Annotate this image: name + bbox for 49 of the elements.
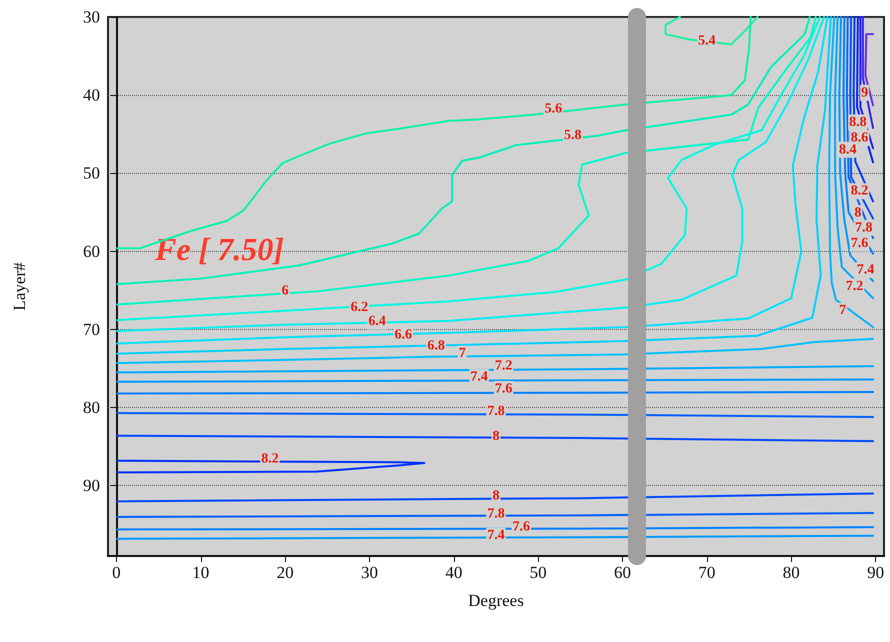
annotation: 9	[861, 85, 868, 100]
annotation: 8	[492, 428, 500, 444]
annotation: 5.6	[544, 102, 562, 117]
annotation: 7.4	[856, 262, 874, 278]
y-tick-label: 40	[83, 86, 100, 105]
annotation: 6	[282, 284, 289, 299]
annotation: 7.4	[487, 528, 505, 544]
x-tick-label: 50	[530, 563, 547, 582]
y-tick-label: 70	[83, 320, 100, 339]
annotation: 8.2	[850, 184, 868, 199]
annotation: 7.8	[855, 220, 873, 236]
y-tick-label: 50	[83, 164, 100, 183]
x-tick-label: 70	[698, 563, 716, 582]
annotation: Fe [ 7.50]	[154, 231, 284, 267]
y-axis-title: Layer#	[10, 262, 29, 311]
annotation: 7.6	[494, 381, 512, 396]
annotation: 8	[854, 206, 862, 221]
annotation: 7.6	[512, 520, 530, 535]
x-tick-label: 80	[782, 563, 800, 582]
x-tick-label: 20	[276, 563, 294, 582]
annotation: 5.8	[564, 128, 582, 144]
annotation: 7.2	[846, 279, 864, 294]
annotation: 8.8	[849, 114, 867, 130]
annotation: 7	[458, 346, 466, 362]
annotation: 7.6	[850, 236, 868, 252]
y-tick-label: 30	[83, 8, 100, 26]
annotation: 7	[839, 303, 846, 318]
annotation: 7.8	[487, 506, 505, 522]
x-tick-label: 40	[445, 563, 462, 582]
annotation: 8	[492, 488, 500, 504]
annotation: 8.4	[838, 142, 856, 158]
annotation: 6.4	[368, 314, 386, 330]
x-tick-label: 90	[867, 563, 884, 582]
annotation: 6.8	[427, 338, 445, 354]
y-tick-label: 80	[83, 398, 100, 418]
y-tick-label: 90	[83, 476, 100, 496]
x-tick-label: 10	[192, 563, 210, 582]
annotation: 7.8	[487, 404, 505, 419]
annotation: 6.6	[394, 327, 412, 342]
x-tick-label: 60	[614, 563, 632, 582]
annotation: 6.2	[350, 300, 368, 316]
x-tick-label: 0	[112, 563, 121, 582]
x-axis-title: Degrees	[468, 591, 524, 610]
y-tick-label: 60	[83, 242, 100, 261]
x-tick-label: 30	[360, 563, 378, 582]
annotation: 5.4	[698, 34, 716, 49]
annotation: 7.4	[470, 370, 488, 385]
annotation: 8.2	[261, 452, 279, 467]
annotation: 7.2	[494, 358, 512, 374]
